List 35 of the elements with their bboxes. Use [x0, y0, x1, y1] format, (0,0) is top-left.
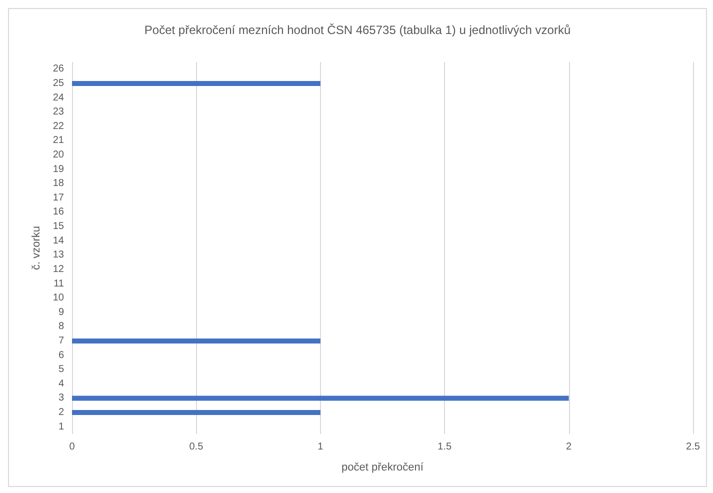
y-tick-label: 25 [52, 78, 64, 89]
y-tick-label: 17 [52, 192, 64, 204]
x-tick-label: 1 [318, 442, 324, 452]
x-tick-label: 2.5 [686, 442, 700, 452]
y-tick-label: 24 [52, 92, 64, 104]
y-tick-label: 7 [58, 336, 64, 346]
y-tick-label: 13 [52, 250, 64, 261]
y-tick-label: 12 [52, 264, 64, 275]
x-tick-label: 0.5 [189, 442, 204, 452]
chart-title: Počet překročení mezních hodnot ČSN 465735 (tabulka 1) u jednotlivých vzorků [144, 23, 571, 37]
y-tick-label: 19 [52, 164, 64, 175]
y-axis-title: č. vzorku [30, 226, 42, 270]
y-tick-label: 14 [52, 235, 64, 246]
y-tick-label: 21 [52, 135, 64, 146]
y-tick-label: 26 [52, 64, 64, 75]
x-tick-label: 0 [69, 442, 76, 452]
y-tick-label: 9 [58, 306, 64, 318]
y-tick-label: 10 [52, 292, 64, 304]
x-tick-label: 2 [566, 442, 572, 452]
y-tick-label: 18 [52, 178, 64, 190]
y-tick-label: 16 [52, 206, 64, 218]
y-tick-label: 4 [58, 378, 64, 390]
y-tick-label: 6 [58, 350, 64, 361]
y-tick-label: 2 [58, 407, 64, 418]
y-tick-label: 15 [52, 221, 64, 232]
y-tick-label: 8 [58, 321, 64, 332]
y-tick-label: 1 [58, 421, 64, 432]
x-tick-label: 1.5 [438, 442, 452, 452]
y-tick-label: 23 [52, 106, 64, 118]
x-axis-title: počet překročení [342, 462, 424, 474]
y-tick-label: 11 [54, 278, 64, 290]
y-tick-label: 20 [52, 150, 64, 160]
y-tick-label: 22 [52, 120, 64, 132]
y-tick-label: 3 [58, 392, 64, 404]
y-tick-label: 5 [58, 364, 64, 376]
